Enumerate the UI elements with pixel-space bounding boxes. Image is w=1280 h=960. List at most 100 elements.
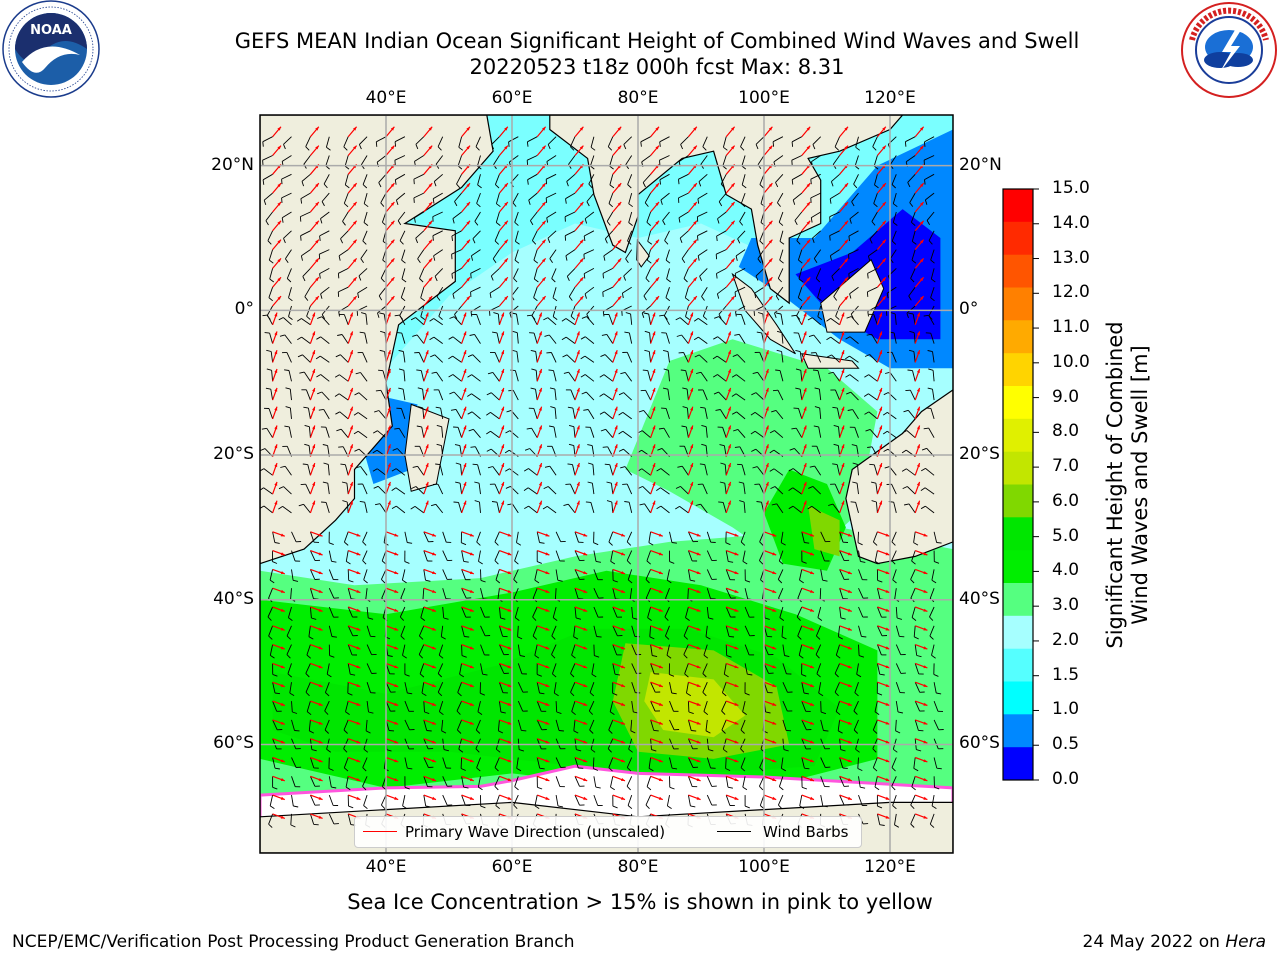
wind-barb (698, 173, 708, 182)
wave-arrow-head (425, 350, 429, 355)
wind-barb (820, 795, 824, 806)
wind-barb (820, 719, 824, 731)
wind-barb (706, 757, 712, 769)
wave-arrow-head (772, 608, 777, 612)
wind-barb-flag (419, 673, 425, 678)
wind-barb (402, 795, 406, 806)
wind-barb-flag (343, 748, 348, 753)
wave-arrow-head (394, 759, 399, 763)
wind-barb (309, 550, 316, 561)
wind-barb-flag (284, 425, 290, 428)
wave-arrow-head (545, 665, 550, 669)
wind-barb-flag (588, 710, 594, 715)
wave-arrow-head (576, 500, 580, 505)
wind-barb-flag (461, 542, 467, 546)
wind-barb (854, 682, 859, 693)
wind-barb (856, 663, 859, 675)
wind-barb-flag (648, 542, 654, 546)
wind-barb-flag (320, 293, 323, 299)
wind-barb (686, 407, 689, 419)
wind-barb-flag (515, 241, 520, 245)
wind-barb-flag (264, 332, 270, 334)
wind-barb-flag (477, 165, 482, 170)
wind-barb-flag (496, 222, 501, 226)
wind-barb-flag (570, 691, 575, 697)
wind-barb (895, 625, 900, 637)
wind-barb (685, 426, 689, 438)
wind-barb-flag (933, 673, 939, 677)
wind-barb (592, 757, 595, 769)
wind-barb (291, 550, 296, 562)
wind-barb-flag (884, 371, 891, 374)
wind-barb (724, 464, 727, 476)
wind-barb (720, 174, 727, 185)
wind-barb-flag (534, 655, 540, 659)
wind-barb (455, 409, 462, 420)
wind-barb-flag (777, 278, 783, 283)
wind-barb-flag (752, 371, 758, 375)
wind-barb (590, 136, 595, 148)
wind-barb (650, 700, 656, 712)
wave-arrow-head (501, 425, 504, 430)
wind-barb (603, 374, 614, 382)
wind-barb-flag (420, 316, 426, 320)
wind-barb-flag (492, 258, 497, 264)
wind-barb-flag (740, 146, 745, 151)
wave-arrow-head (504, 126, 508, 131)
wind-barb-flag (756, 501, 762, 503)
wind-barb-flag (328, 768, 334, 771)
wave-arrow-head (538, 350, 542, 355)
wave-arrow-head (538, 444, 542, 449)
wind-barb-flag (599, 374, 605, 378)
wave-arrow-head (885, 778, 890, 781)
wind-barb-flag (278, 317, 284, 321)
wind-barb-flag (508, 141, 510, 147)
wind-barb (496, 502, 500, 513)
wind-barb-flag (414, 217, 416, 223)
wind-barb (642, 173, 651, 183)
wave-arrow-head (545, 589, 550, 593)
wind-barb (470, 267, 481, 274)
wave-arrow-head (583, 740, 588, 744)
wind-barb (741, 174, 746, 186)
wave-arrow-head (920, 202, 924, 206)
wind-barb (930, 287, 935, 298)
wind-barb-flag (845, 374, 851, 378)
wind-barb (498, 701, 502, 713)
wind-barb-flag (669, 561, 675, 564)
wind-barb-flag (664, 616, 669, 621)
wind-barb-flag (587, 481, 593, 484)
wind-barb-flag (491, 144, 495, 150)
wind-barb (364, 502, 368, 513)
wind-barb-flag (618, 412, 624, 416)
wind-barb (700, 155, 708, 165)
wind-barb (546, 155, 557, 162)
wind-barb (721, 700, 727, 712)
wind-barb (346, 483, 349, 495)
wave-arrow-head (844, 145, 848, 150)
wind-barb (291, 795, 294, 807)
wave-arrow-head (734, 721, 739, 725)
wave-arrow-head (882, 202, 886, 206)
wind-barb (849, 355, 859, 363)
wind-barb-flag (323, 183, 328, 189)
wind-barb (779, 606, 784, 618)
wind-barb-flag (285, 387, 291, 390)
wave-arrow-head (425, 463, 429, 468)
wind-barb-flag (363, 203, 369, 208)
wave-arrow-head (879, 463, 882, 468)
wave-arrow-head (696, 796, 701, 800)
wind-barb (476, 192, 481, 204)
wave-arrow-head (394, 702, 399, 706)
wind-barb-flag (909, 202, 914, 207)
wind-barb (740, 192, 746, 204)
wave-arrow-head (576, 331, 580, 336)
wave-arrow-head (428, 258, 433, 263)
wave-arrow-head (621, 740, 625, 744)
wind-barb (266, 428, 273, 438)
wind-barb-flag (583, 235, 586, 242)
wind-barb-flag (804, 767, 810, 770)
wind-barb-flag (642, 182, 646, 188)
wave-arrow-head (727, 331, 731, 336)
wind-barb (328, 550, 332, 562)
